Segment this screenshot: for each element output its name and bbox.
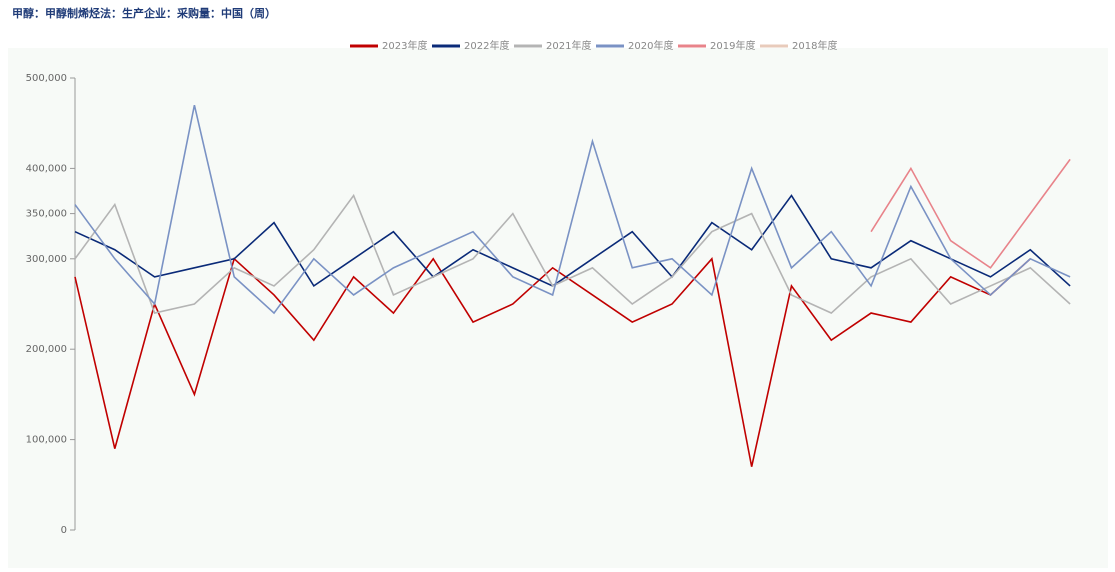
legend-label: 2019年度 bbox=[710, 39, 755, 52]
y-tick-label: 500,000 bbox=[26, 73, 67, 84]
legend-label: 2022年度 bbox=[464, 39, 509, 52]
series-line bbox=[74, 193, 1071, 314]
y-tick-label: 100,000 bbox=[26, 435, 67, 446]
y-tick-label: 300,000 bbox=[26, 254, 67, 265]
series-line bbox=[74, 104, 1071, 315]
plot-background bbox=[8, 48, 1108, 568]
legend-label: 2018年度 bbox=[792, 39, 837, 52]
legend-label: 2020年度 bbox=[628, 39, 673, 52]
chart-title: 甲醇：甲醇制烯烃法：生产企业：采购量：中国（周） bbox=[12, 6, 276, 20]
y-tick-label: 350,000 bbox=[26, 209, 67, 220]
series-line bbox=[870, 158, 1071, 269]
legend-label: 2023年度 bbox=[382, 39, 427, 52]
y-tick-label: 0 bbox=[61, 525, 67, 536]
legend-label: 2021年度 bbox=[546, 39, 591, 52]
y-tick-label: 400,000 bbox=[26, 163, 67, 174]
series-line bbox=[74, 194, 1071, 288]
y-tick-label: 200,000 bbox=[26, 344, 67, 355]
